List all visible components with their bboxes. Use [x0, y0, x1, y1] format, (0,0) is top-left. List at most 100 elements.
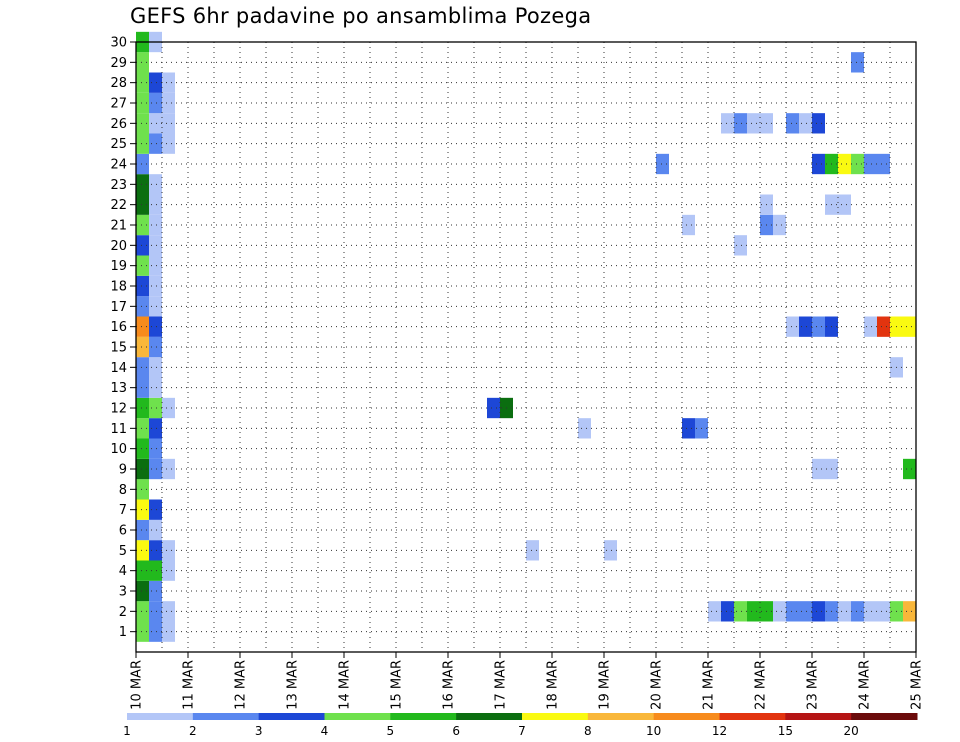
precip-cell [149, 235, 162, 256]
precip-cell [734, 601, 747, 622]
colorbar-label: 12 [712, 724, 727, 738]
y-tick-label: 28 [110, 76, 127, 91]
precip-cell [162, 540, 175, 561]
y-tick-label: 8 [119, 483, 127, 498]
precip-cell [812, 153, 825, 175]
precip-cell [136, 92, 149, 114]
precip-cell [136, 438, 149, 459]
grid-lines [136, 41, 916, 652]
precip-cell [136, 255, 149, 276]
precip-cell [149, 397, 162, 419]
precip-cell [149, 214, 162, 236]
colorbar-label: 8 [584, 724, 592, 738]
colorbar-label: 10 [646, 724, 661, 738]
precip-cell [838, 194, 851, 215]
x-tick-label: 18 MAR [546, 660, 561, 710]
x-tick-label: 17 MAR [494, 660, 509, 710]
precip-cell [149, 113, 162, 134]
y-tick-label: 22 [110, 198, 127, 213]
precip-cell [136, 560, 149, 581]
precip-cell [136, 52, 149, 73]
precip-cell [851, 153, 864, 175]
precip-cell [162, 72, 175, 93]
precip-cell [149, 418, 162, 439]
x-tick-label: 20 MAR [650, 660, 665, 710]
precip-cell [799, 113, 812, 134]
colorbar-swatch [324, 713, 391, 720]
precip-cell [149, 255, 162, 276]
colorbar-swatch [587, 713, 655, 720]
colorbar-swatch [258, 713, 325, 720]
precip-cell [903, 316, 916, 337]
precip-cell [487, 397, 500, 419]
precip-cell [136, 113, 149, 134]
colorbar-swatch [192, 713, 260, 720]
y-axis: 1234567891011121314151617181920212223242… [110, 36, 136, 640]
colorbar: 1 2 3 4 5 6 7 8 10 12 15 20 [123, 713, 918, 738]
precip-cell [149, 560, 162, 581]
y-tick-label: 19 [110, 259, 127, 274]
precip-cell [149, 499, 162, 520]
precip-cell [747, 113, 760, 134]
precip-cell [838, 601, 851, 622]
precip-cell [136, 275, 149, 297]
precip-cell [734, 235, 747, 256]
precip-cell [162, 92, 175, 114]
precip-cell [136, 418, 149, 439]
precip-cell [149, 133, 162, 154]
precip-cell [799, 601, 812, 622]
precip-cell [149, 336, 162, 358]
colorbar-label: 20 [844, 724, 859, 738]
y-tick-label: 1 [119, 625, 127, 640]
precip-cell [149, 540, 162, 561]
precip-cell [136, 357, 149, 378]
colorbar-label: 5 [387, 724, 395, 738]
precip-cell [149, 174, 162, 195]
precip-cell [149, 438, 162, 459]
precip-cell [773, 214, 786, 236]
colorbar-label: 1 [123, 724, 131, 738]
y-tick-label: 4 [119, 564, 127, 579]
precip-cell [721, 601, 734, 622]
chart-title: GEFS 6hr padavine po ansamblima Pozega [130, 4, 592, 28]
precip-cell [149, 377, 162, 398]
y-tick-label: 15 [110, 341, 127, 356]
precip-cell [786, 113, 799, 134]
precip-cells [136, 31, 916, 642]
x-tick-label: 12 MAR [234, 660, 249, 710]
x-tick-label: 24 MAR [858, 660, 873, 710]
precip-cell [812, 601, 825, 622]
precip-cell [136, 580, 149, 602]
y-tick-label: 3 [119, 585, 127, 600]
precip-cell [149, 458, 162, 480]
precip-cell [136, 174, 149, 195]
y-tick-label: 9 [119, 463, 127, 478]
precip-cell [136, 214, 149, 236]
precip-cell [136, 540, 149, 561]
colorbar-label: 6 [452, 724, 460, 738]
precip-cell [578, 418, 591, 439]
y-tick-label: 29 [110, 56, 127, 71]
precip-cell [903, 601, 916, 622]
colorbar-label: 7 [518, 724, 526, 738]
y-tick-label: 2 [119, 605, 127, 620]
colorbar-swatch [851, 713, 918, 720]
x-tick-label: 10 MAR [130, 660, 145, 710]
precip-cell [149, 92, 162, 114]
precip-cell [877, 316, 890, 337]
precip-cell [136, 458, 149, 480]
x-tick-label: 14 MAR [338, 660, 353, 710]
y-tick-label: 10 [110, 442, 127, 457]
precip-cell [149, 621, 162, 642]
x-tick-label: 19 MAR [598, 660, 613, 710]
y-tick-label: 17 [110, 300, 127, 315]
precip-cell [136, 621, 149, 642]
y-tick-label: 18 [110, 280, 127, 295]
precip-cell [877, 601, 890, 622]
precip-cell [149, 296, 162, 317]
x-tick-label: 13 MAR [286, 660, 301, 710]
precip-cell [162, 458, 175, 480]
precip-cell [799, 316, 812, 337]
precip-cell [162, 397, 175, 419]
precip-cell [136, 519, 149, 541]
